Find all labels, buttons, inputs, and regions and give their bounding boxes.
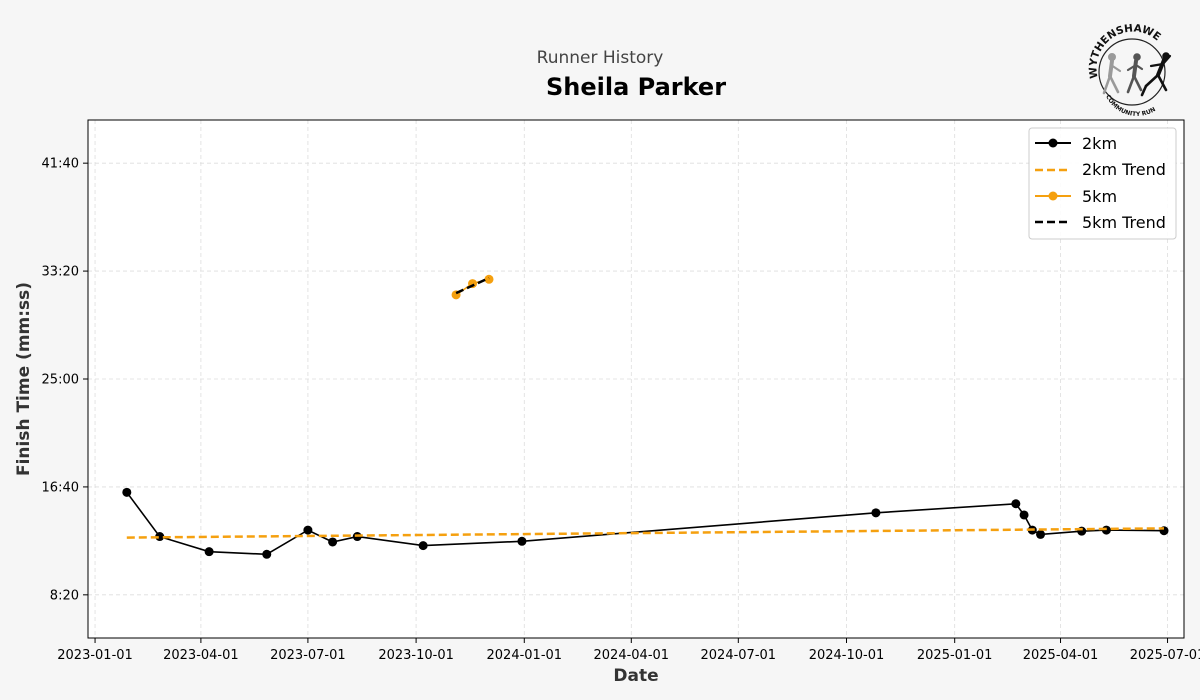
series-line-2km-trend xyxy=(126,527,1165,539)
x-tick-label: 2025-01-01 xyxy=(917,648,993,663)
chart-title: Sheila Parker xyxy=(546,73,726,101)
x-axis-ticks: 2023-01-01 2023-04-01 2023-07-01 2023-10-01… xyxy=(57,638,1200,663)
x-tick-label: 2025-04-01 xyxy=(1023,648,1099,663)
x-axis-label: Date xyxy=(613,666,658,686)
legend-label-2km-trend: 2km Trend xyxy=(1082,160,1166,179)
x-tick-label: 2023-04-01 xyxy=(163,648,239,663)
x-tick-label: 2025-07-01 xyxy=(1130,648,1200,663)
y-tick-label: 33:20 xyxy=(42,265,79,280)
legend-label-5km-trend: 5km Trend xyxy=(1082,213,1166,232)
data-point-2km xyxy=(1019,510,1029,520)
logo-ring xyxy=(1098,38,1166,106)
y-axis-label: Finish Time (mm:ss) xyxy=(14,282,34,476)
logo-top-text: WYTHENSHAWE xyxy=(1087,22,1163,79)
x-tick-label: 2024-01-01 xyxy=(487,648,563,663)
y-tick-label: 8:20 xyxy=(50,588,79,603)
y-axis-ticks: 8:20 16:40 25:00 33:20 41:40 xyxy=(42,157,88,603)
legend: 2km 2km Trend 5km 5km Trend xyxy=(1028,127,1177,240)
grid-lines xyxy=(88,120,1184,638)
wythenshawe-logo: WYTHENSHAWE COMMUNITY RUN xyxy=(1087,22,1172,118)
legend-marker-2km xyxy=(1048,138,1058,148)
y-tick-label: 41:40 xyxy=(42,157,79,172)
data-point-2km xyxy=(262,549,272,559)
x-tick-label: 2023-01-01 xyxy=(57,648,133,663)
x-tick-label: 2023-07-01 xyxy=(270,648,346,663)
logo-bottom-text: COMMUNITY RUN xyxy=(1104,94,1157,118)
data-point-2km xyxy=(418,541,428,551)
data-point-2km xyxy=(1011,499,1021,509)
series-line-5km-trend xyxy=(455,276,490,295)
data-point-2km xyxy=(1036,529,1046,539)
legend-label-2km: 2km xyxy=(1082,134,1117,153)
data-point-2km xyxy=(871,508,881,518)
data-point-2km xyxy=(517,536,527,546)
x-tick-label: 2024-07-01 xyxy=(701,648,777,663)
data-point-2km xyxy=(122,487,132,497)
data-point-2km xyxy=(155,532,165,542)
chart-subtitle: Runner History xyxy=(537,48,664,68)
x-tick-label: 2024-04-01 xyxy=(594,648,670,663)
y-tick-label: 25:00 xyxy=(42,373,79,388)
legend-label-5km: 5km xyxy=(1082,187,1117,206)
y-tick-label: 16:40 xyxy=(42,480,79,495)
data-point-2km xyxy=(303,525,313,535)
data-point-2km xyxy=(328,537,338,547)
legend-box xyxy=(1028,127,1177,240)
series-layer xyxy=(122,274,1169,559)
data-point-2km xyxy=(204,547,214,557)
legend-marker-5km xyxy=(1048,191,1058,201)
x-tick-label: 2023-10-01 xyxy=(378,648,454,663)
data-point-5km xyxy=(484,274,494,284)
x-tick-label: 2024-10-01 xyxy=(809,648,885,663)
logo-runner-figures-icon xyxy=(1102,52,1172,97)
